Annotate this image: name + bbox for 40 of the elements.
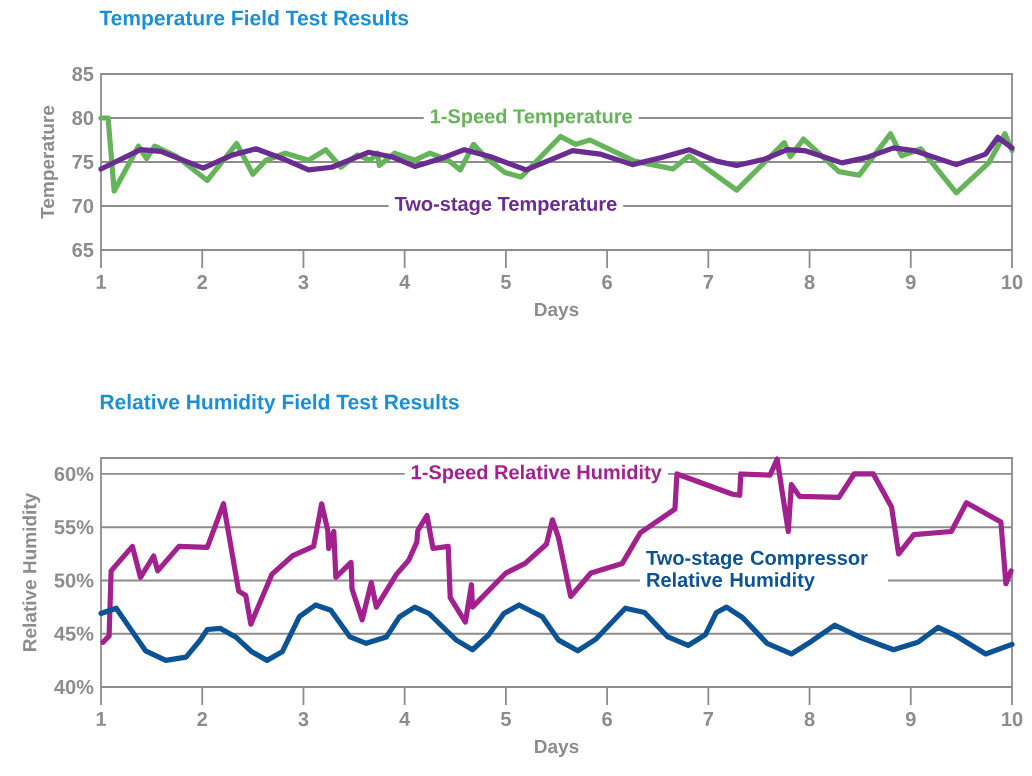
x-tick-label: 6 [602,712,612,727]
x-axis-title: Days [535,302,579,321]
y-axis-title: Relative Humidity [22,492,41,651]
x-tick-label: 5 [500,275,511,290]
x-tick-label: 5 [500,712,511,727]
x-tick-label: 9 [905,275,916,290]
x-tick-label: 2 [197,712,207,727]
x-tick-label: 10 [1002,712,1023,727]
x-tick-label: 1 [96,712,107,726]
x-tick-label: 10 [1002,275,1023,290]
series-label: 1-Speed Relative Humidity [411,464,662,484]
y-tick-label: 70 [72,198,94,214]
x-axis-title: Days [535,739,579,758]
y-tick-label: 45% [54,626,94,641]
series-label: Two-stage Compressor Relative Humidity [646,550,868,591]
x-tick-label: 1 [96,275,107,289]
chart-title: Temperature Field Test Results [99,10,409,30]
chart-title: Relative Humidity Field Test Results [100,394,459,414]
x-tick-label: 9 [905,712,916,727]
y-tick-label: 85 [72,66,94,82]
series-label: 1-Speed Temperature [430,108,633,128]
x-tick-label: 8 [804,712,815,727]
series-label: Two-stage Temperature [394,196,617,215]
y-axis-title: Temperature [40,105,58,219]
y-tick-label: 60% [54,466,94,482]
x-tick-label: 6 [602,275,612,290]
x-tick-label: 4 [399,712,411,726]
y-tick-label: 75 [72,155,94,169]
x-tick-label: 3 [298,712,309,727]
x-tick-label: 7 [703,712,714,726]
y-tick-label: 65 [72,242,94,258]
y-tick-label: 55% [54,520,94,535]
x-tick-label: 4 [399,275,411,289]
y-tick-label: 50% [54,573,94,588]
x-tick-label: 8 [804,275,815,290]
x-tick-label: 2 [197,275,207,290]
y-tick-label: 40% [54,679,94,695]
x-tick-label: 7 [703,275,714,289]
y-tick-label: 80 [72,110,94,126]
x-tick-label: 3 [298,275,309,290]
